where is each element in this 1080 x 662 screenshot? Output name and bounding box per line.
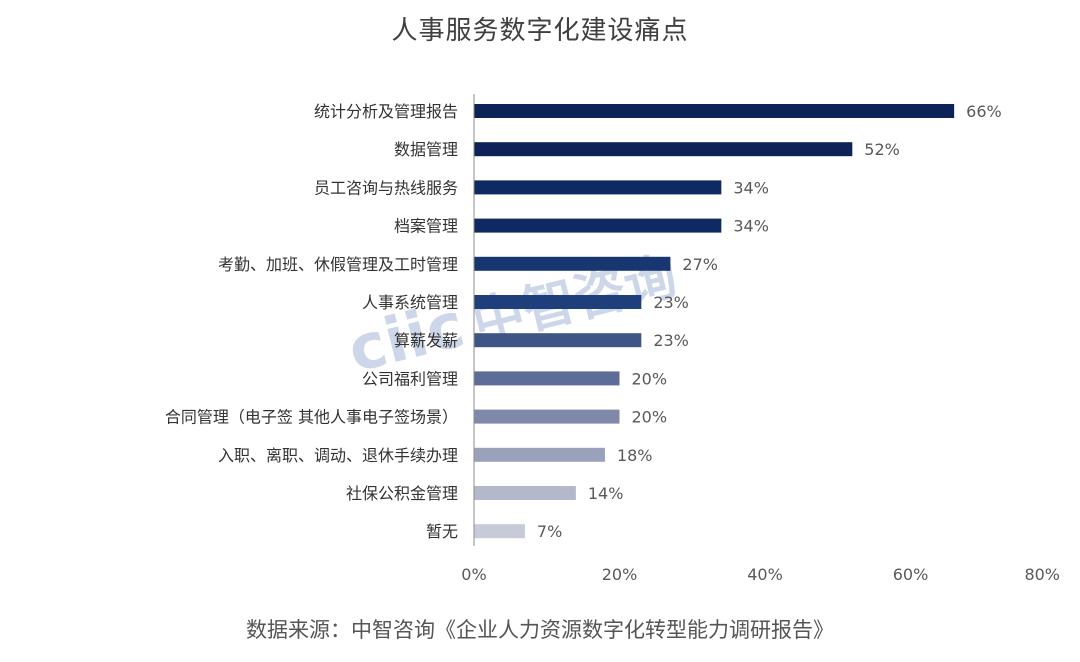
- category-label: 暂无: [426, 522, 458, 541]
- x-tick-label: 40%: [747, 565, 783, 584]
- bar: [474, 447, 605, 462]
- x-tick-label: 0%: [461, 565, 486, 584]
- value-label: 14%: [588, 484, 624, 503]
- category-labels: 统计分析及管理报告数据管理员工咨询与热线服务档案管理考勤、加班、休假管理及工时管…: [165, 102, 458, 541]
- bar: [474, 180, 722, 195]
- category-label: 社保公积金管理: [346, 484, 458, 503]
- bars-layer: [474, 104, 955, 539]
- value-label: 23%: [653, 293, 689, 312]
- category-label: 数据管理: [394, 140, 458, 159]
- category-label: 公司福利管理: [362, 369, 458, 388]
- category-label: 算薪发薪: [394, 331, 458, 350]
- value-label: 20%: [632, 369, 668, 388]
- category-label: 考勤、加班、休假管理及工时管理: [218, 255, 458, 274]
- bar: [474, 218, 722, 233]
- bar: [474, 333, 642, 348]
- value-label: 34%: [733, 178, 769, 197]
- value-label: 7%: [537, 522, 562, 541]
- bar: [474, 371, 620, 386]
- bar: [474, 486, 576, 500]
- value-label: 23%: [653, 331, 689, 350]
- value-label: 34%: [733, 217, 769, 236]
- source-note: 数据来源：中智咨询《企业人力资源数字化转型能力调研报告》: [246, 618, 834, 642]
- bar: [474, 142, 853, 157]
- x-tick-label: 60%: [893, 565, 929, 584]
- x-tick-label: 20%: [602, 565, 638, 584]
- category-label: 合同管理（电子签 其他人事电子签场景）: [165, 408, 458, 427]
- bar: [474, 409, 620, 424]
- value-label: 20%: [632, 408, 668, 427]
- chart-title: 人事服务数字化建设痛点: [391, 16, 689, 46]
- value-label: 66%: [966, 102, 1002, 121]
- bar: [474, 104, 955, 118]
- x-axis-ticks: 0% 20% 40% 60% 80%: [461, 565, 1060, 584]
- category-label: 人事系统管理: [362, 293, 458, 312]
- value-label: 18%: [617, 446, 653, 465]
- value-label: 52%: [864, 140, 900, 159]
- category-label: 统计分析及管理报告: [314, 102, 458, 121]
- bar: [474, 256, 671, 271]
- category-label: 入职、离职、调动、退休手续办理: [218, 446, 458, 465]
- category-label: 员工咨询与热线服务: [314, 178, 458, 197]
- value-labels: 66% 52% 34% 34% 27% 23% 23% 20% 20% 18% 14% 7%: [537, 102, 1002, 541]
- category-label: 档案管理: [394, 217, 458, 236]
- bar: [474, 524, 525, 539]
- bar: [474, 295, 642, 309]
- value-label: 27%: [682, 255, 718, 274]
- x-tick-label: 80%: [1024, 565, 1060, 584]
